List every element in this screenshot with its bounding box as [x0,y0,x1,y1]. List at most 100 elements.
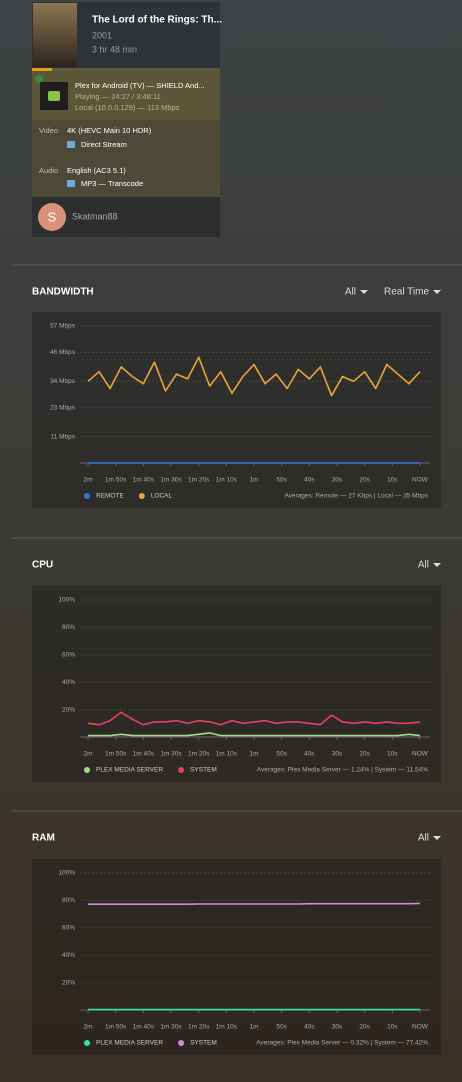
x-tick-label: 1m 40s [133,1024,155,1031]
y-tick-label: 20% [62,706,75,713]
poster [33,3,77,67]
section-title: RAM [32,833,55,844]
dropdown-caret [433,836,441,840]
series-line [88,902,421,905]
x-tick-label: 1m 10s [216,751,238,758]
x-tick-label: 1m 20s [188,477,210,484]
x-tick-label: 30s [332,751,343,758]
y-tick-label: 40% [62,679,75,686]
video-decision: Direct Stream [81,140,127,149]
legend-label: PLEX MEDIA SERVER [96,1040,163,1047]
chart-box [32,312,441,508]
x-tick-label: 1m 30s [160,1024,182,1031]
averages: Averages: Plex Media Server — 0.32% | Sy… [256,1040,428,1047]
x-tick-label: 10s [387,477,398,484]
averages: Averages: Remote — 27 Kbps | Local — 35 … [284,493,428,500]
y-tick-label: 60% [62,652,75,659]
avatar-letter: S [48,209,57,224]
series-line [88,732,421,737]
legend-dot [84,767,90,773]
x-tick-label: NOW [412,477,429,484]
avatar [38,203,66,231]
series-line [87,356,421,397]
video-label: Video [39,126,58,135]
legend-dot [178,767,185,773]
x-tick-label: 30s [332,477,343,484]
x-tick-label: 2m [83,751,92,758]
dropdown-caret [359,290,368,294]
x-tick-label: 1m 50s [105,751,127,758]
x-tick-label: 1m 40s [133,751,155,758]
y-tick-label: 80% [62,897,75,904]
section-title: CPU [32,560,53,571]
chart-box [32,859,441,1055]
legend-label: SYSTEM [190,1040,217,1047]
x-tick-label: 1m 20s [188,751,210,758]
x-tick-label: 1m 10s [216,1024,238,1031]
x-tick-label: 1m 50s [105,477,127,484]
y-tick-label: 40% [62,952,75,959]
user-name: Skatman88 [72,211,118,221]
android-robot [48,91,60,101]
x-tick-label: 40s [304,751,315,758]
averages: Averages: Plex Media Server — 1.24% | Sy… [257,767,428,774]
y-tick-label: 60% [62,925,75,932]
lock-icon [35,75,43,83]
y-tick-label: 80% [62,624,75,631]
filter-dropdown[interactable]: Real Time [384,287,429,298]
y-tick-label: 34 Mbps [50,378,76,385]
x-tick-label: 1m 30s [160,477,182,484]
audio-decision: MP3 — Transcode [81,179,143,188]
section-title: BANDWIDTH [32,287,94,298]
movie-title: The Lord of the Rings: Th... [92,15,222,26]
legend-dot [138,493,145,499]
legend-dot [84,493,90,499]
player-name: Plex for Android (TV) — SHIELD And... [75,81,205,90]
audio-icon [67,180,75,187]
x-tick-label: 20s [359,751,370,758]
chart-box [32,586,441,782]
x-tick-label: 20s [359,477,370,484]
filter-dropdown[interactable]: All [418,560,429,571]
legend-dot [178,1040,185,1046]
x-tick-label: 1m 30s [160,751,182,758]
x-tick-label: 50s [276,477,287,484]
y-tick-label: 11 Mbps [51,433,76,440]
legend-label: LOCAL [151,493,173,500]
video-info: 4K (HEVC Main 10 HDR) [67,126,152,135]
video-icon [67,141,75,148]
progress-bar [32,68,53,71]
y-tick-label: 57 Mbps [50,323,76,330]
y-tick-label: 23 Mbps [50,404,76,411]
x-tick-label: 20s [359,1024,370,1031]
session-card[interactable]: The Lord of the Rings: Th... 2001 3 hr 4… [32,2,222,237]
movie-year: 2001 [92,30,112,40]
series-line [87,711,421,726]
legend-dot [84,1040,90,1046]
x-tick-label: 50s [276,751,287,758]
x-tick-label: 1m [249,477,258,484]
player-state: Playing — 24:27 / 3:48:11 [75,92,161,101]
stream-section [32,120,220,197]
audio-label: Audio [39,166,58,175]
legend-label: SYSTEM [190,767,217,774]
x-tick-label: 30s [332,1024,343,1031]
filter-dropdown[interactable]: All [418,833,429,844]
dropdown-caret [433,290,441,294]
x-tick-label: 50s [276,1024,287,1031]
legend-label: REMOTE [96,493,124,500]
dropdown-caret [433,563,441,567]
x-tick-label: 10s [387,1024,398,1031]
movie-duration: 3 hr 48 min [92,44,137,54]
legend-label: PLEX MEDIA SERVER [96,767,163,774]
x-tick-label: 1m 50s [105,1024,127,1031]
y-tick-label: 46 Mbps [50,349,76,356]
player-location: Local (10.0.0.129) — 113 Mbps [75,103,180,112]
x-tick-label: 1m 40s [133,477,155,484]
x-tick-label: 2m [83,477,92,484]
x-tick-label: NOW [412,1024,429,1031]
x-tick-label: 1m 20s [188,1024,210,1031]
filter-dropdown[interactable]: All [345,287,356,298]
audio-info: English (AC3 5.1) [67,166,126,175]
